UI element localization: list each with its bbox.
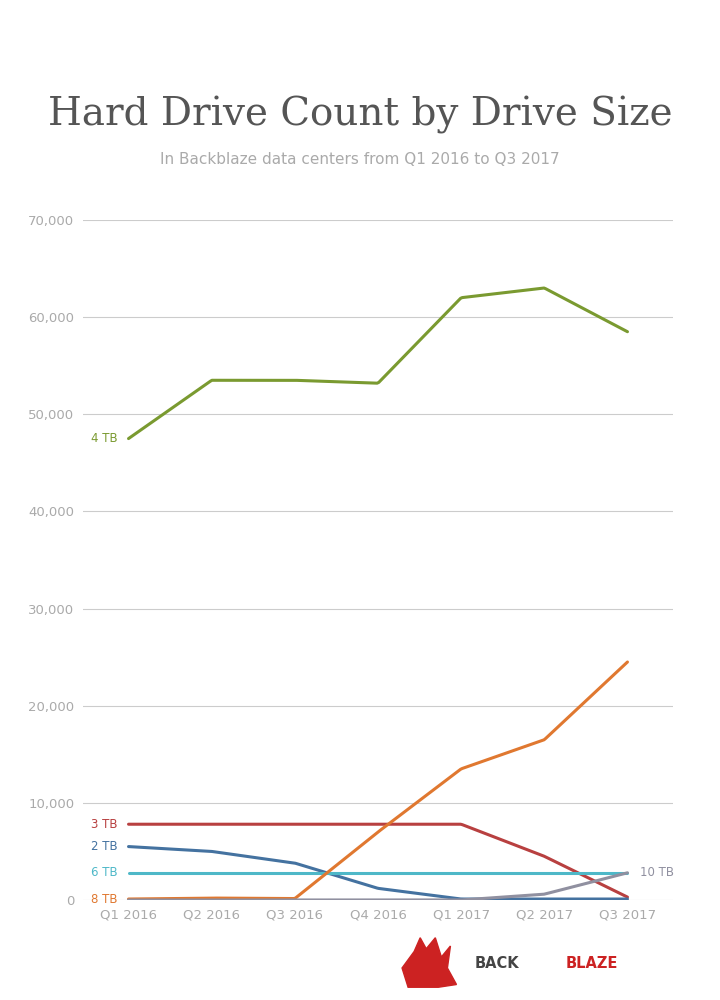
Text: Hard Drive Count by Drive Size: Hard Drive Count by Drive Size bbox=[48, 96, 672, 134]
Text: 4 TB: 4 TB bbox=[91, 432, 118, 445]
Text: BACK: BACK bbox=[474, 956, 519, 971]
Text: In Backblaze data centers from Q1 2016 to Q3 2017: In Backblaze data centers from Q1 2016 t… bbox=[160, 152, 560, 167]
Text: BLAZE: BLAZE bbox=[565, 956, 618, 971]
Text: 2 TB: 2 TB bbox=[91, 840, 118, 853]
Text: 3 TB: 3 TB bbox=[91, 818, 117, 831]
Polygon shape bbox=[402, 938, 456, 987]
Text: 8 TB: 8 TB bbox=[91, 893, 117, 906]
Text: 6 TB: 6 TB bbox=[91, 866, 118, 879]
Text: 10 TB: 10 TB bbox=[640, 866, 674, 879]
